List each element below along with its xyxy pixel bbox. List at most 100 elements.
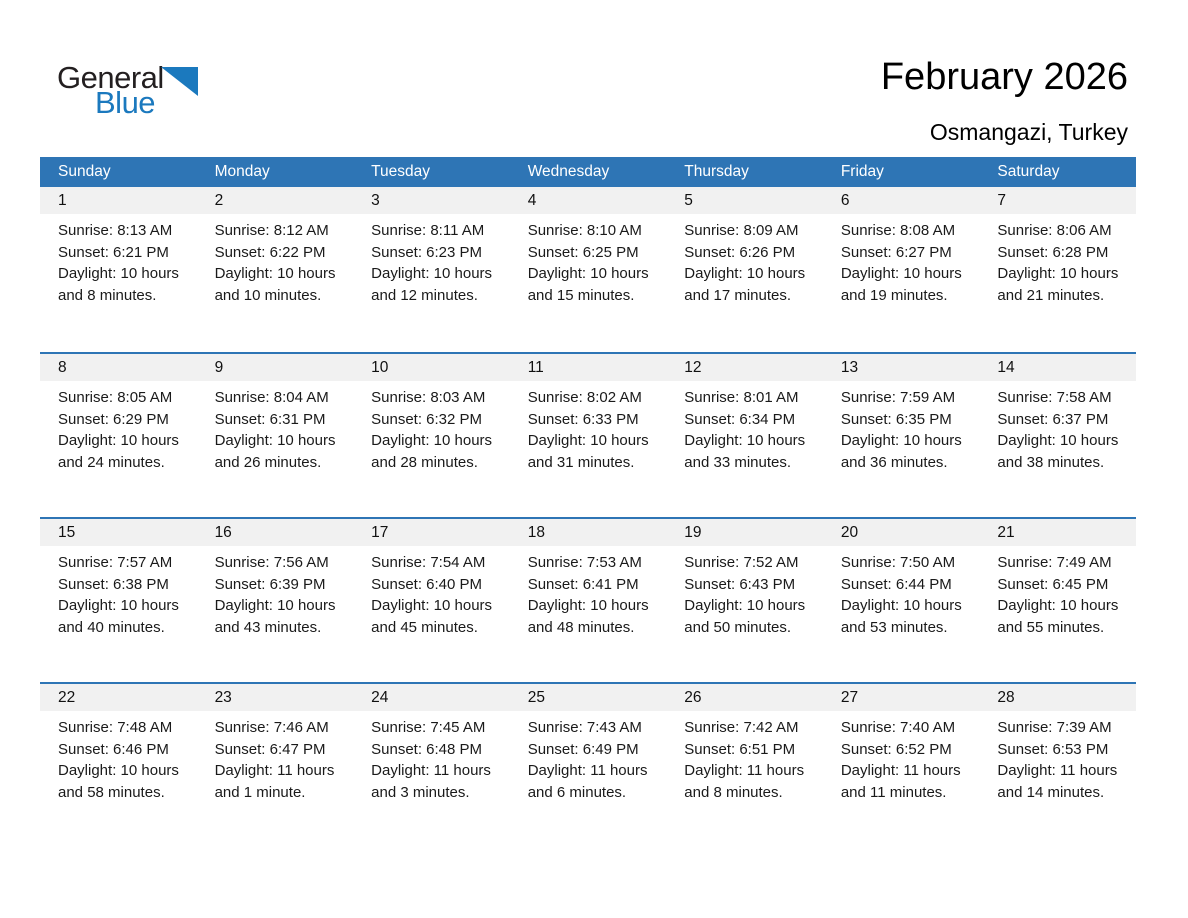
sunset-text: Sunset: 6:31 PM [214,410,326,428]
sunrise-text: Sunrise: 8:03 AM [371,389,486,406]
sunset-text: Sunset: 6:39 PM [214,575,326,593]
day-number: 19 [666,519,823,546]
daylight-text: Daylight: 11 hours [684,762,805,779]
day-info: Sunrise: 8:04 AM Sunset: 6:31 PM Daylight:… [197,381,354,473]
sunrise-text: Sunrise: 7:46 AM [214,719,329,736]
day-cell-20: 20 Sunrise: 7:50 AM Sunset: 6:44 PM Dayligh… [822,519,980,682]
sunrise-text: Sunrise: 7:48 AM [58,719,173,736]
daylight-text-cont: and 58 minutes. [58,783,165,801]
daylight-text-cont: and 14 minutes. [997,783,1105,801]
day-number: 16 [196,519,354,546]
day-cell-17: 17 Sunrise: 7:54 AM Sunset: 6:40 PM Dayligh… [353,519,510,682]
day-number: 3 [353,187,510,214]
day-cell-6: 6 Sunrise: 8:08 AM Sunset: 6:27 PM Daylight… [822,187,980,352]
week-row-2: 8 Sunrise: 8:05 AM Sunset: 6:29 PM Daylight… [40,352,1136,517]
sunset-text: Sunset: 6:29 PM [58,410,169,428]
daylight-text-cont: and 45 minutes. [371,618,478,636]
weekday-header-sunday: Sunday [58,163,111,180]
day-cell-13: 13 Sunrise: 7:59 AM Sunset: 6:35 PM Dayligh… [822,354,980,517]
daylight-text: Daylight: 10 hours [527,265,649,282]
month-title: February 2026 [880,56,1128,98]
day-number: 18 [509,519,667,546]
day-info: Sunrise: 8:12 AM Sunset: 6:22 PM Daylight:… [197,214,354,306]
sunset-text: Sunset: 6:52 PM [840,740,952,758]
daylight-text-cont: and 24 minutes. [58,453,165,471]
day-cell-19: 19 Sunrise: 7:52 AM Sunset: 6:43 PM Dayligh… [666,519,823,682]
daylight-text: Daylight: 10 hours [840,432,962,449]
daylight-text-cont: and 8 minutes. [684,783,783,801]
day-number: 7 [979,187,1136,214]
weekday-header-thursday: Thursday [684,163,749,180]
sunset-text: Sunset: 6:53 PM [997,740,1109,758]
day-info: Sunrise: 7:49 AM Sunset: 6:45 PM Daylight:… [979,546,1136,638]
day-cell-12: 12 Sunrise: 8:01 AM Sunset: 6:34 PM Dayligh… [666,354,823,517]
day-info: Sunrise: 7:56 AM Sunset: 6:39 PM Daylight:… [197,546,354,638]
day-info: Sunrise: 7:59 AM Sunset: 6:35 PM Daylight:… [823,381,980,473]
daylight-text: Daylight: 10 hours [58,265,179,282]
day-cell-2: 2 Sunrise: 8:12 AM Sunset: 6:22 PM Daylight… [196,187,354,352]
general-blue-logo: General Blue [57,60,217,120]
day-number: 17 [353,519,510,546]
daylight-text-cont: and 3 minutes. [371,783,470,801]
daylight-text: Daylight: 10 hours [214,597,336,614]
day-info: Sunrise: 7:40 AM Sunset: 6:52 PM Daylight:… [823,711,980,803]
day-info: Sunrise: 7:46 AM Sunset: 6:47 PM Daylight:… [197,711,354,803]
day-number: 15 [40,519,197,546]
sunset-text: Sunset: 6:40 PM [371,575,483,593]
day-info: Sunrise: 7:39 AM Sunset: 6:53 PM Daylight:… [979,711,1136,803]
logo-text-blue: Blue [95,85,156,120]
daylight-text-cont: and 36 minutes. [840,453,948,471]
day-cell-25: 25 Sunrise: 7:43 AM Sunset: 6:49 PM Dayligh… [509,684,667,847]
day-cell-7: 7 Sunrise: 8:06 AM Sunset: 6:28 PM Daylight… [979,187,1136,352]
daylight-text-cont: and 55 minutes. [997,618,1105,636]
sunset-text: Sunset: 6:21 PM [58,243,169,261]
day-info: Sunrise: 8:11 AM Sunset: 6:23 PM Daylight:… [353,214,510,306]
day-info: Sunrise: 7:43 AM Sunset: 6:49 PM Daylight:… [510,711,667,803]
day-info: Sunrise: 8:09 AM Sunset: 6:26 PM Daylight:… [666,214,823,306]
daylight-text: Daylight: 10 hours [371,432,493,449]
day-info: Sunrise: 8:02 AM Sunset: 6:33 PM Daylight:… [510,381,667,473]
daylight-text: Daylight: 10 hours [58,597,179,614]
daylight-text-cont: and 12 minutes. [371,286,478,304]
day-info: Sunrise: 8:01 AM Sunset: 6:34 PM Daylight:… [666,381,823,473]
daylight-text-cont: and 28 minutes. [371,453,478,471]
daylight-text-cont: and 11 minutes. [840,783,947,801]
daylight-text-cont: and 19 minutes. [840,286,948,304]
day-cell-21: 21 Sunrise: 7:49 AM Sunset: 6:45 PM Dayligh… [979,519,1136,682]
sunrise-text: Sunrise: 7:50 AM [840,554,956,571]
day-number: 14 [979,354,1136,381]
sunset-text: Sunset: 6:45 PM [997,575,1109,593]
sunset-text: Sunset: 6:51 PM [684,740,796,758]
sunrise-text: Sunrise: 8:05 AM [58,389,173,406]
day-cell-14: 14 Sunrise: 7:58 AM Sunset: 6:37 PM Dayligh… [979,354,1136,517]
day-cell-5: 5 Sunrise: 8:09 AM Sunset: 6:26 PM Daylight… [666,187,823,352]
sunset-text: Sunset: 6:32 PM [371,410,483,428]
daylight-text-cont: and 8 minutes. [58,286,157,304]
daylight-text-cont: and 53 minutes. [840,618,948,636]
day-number: 8 [40,354,197,381]
day-cell-18: 18 Sunrise: 7:53 AM Sunset: 6:41 PM Dayligh… [509,519,667,682]
sunrise-text: Sunrise: 7:57 AM [58,554,173,571]
sunset-text: Sunset: 6:46 PM [58,740,169,758]
day-number: 20 [822,519,980,546]
day-cell-1: 1 Sunrise: 8:13 AM Sunset: 6:21 PM Daylight… [40,187,197,352]
sunset-text: Sunset: 6:47 PM [214,740,326,758]
logo-text-general: General [57,60,164,95]
daylight-text-cont: and 10 minutes. [214,286,322,304]
daylight-text-cont: and 50 minutes. [684,618,792,636]
day-info: Sunrise: 7:50 AM Sunset: 6:44 PM Daylight:… [823,546,980,638]
day-number: 12 [666,354,823,381]
calendar-weeks: 1 Sunrise: 8:13 AM Sunset: 6:21 PM Daylight… [40,187,1136,847]
daylight-text-cont: and 15 minutes. [527,286,635,304]
weekday-header-wednesday: Wednesday [527,163,610,180]
sunrise-text: Sunrise: 7:49 AM [997,554,1112,571]
day-number: 5 [666,187,823,214]
daylight-text: Daylight: 11 hours [997,762,1118,779]
sunrise-text: Sunrise: 8:13 AM [58,222,173,239]
day-number: 23 [196,684,354,711]
sunset-text: Sunset: 6:26 PM [684,243,796,261]
sunrise-text: Sunrise: 8:11 AM [371,222,485,239]
day-number: 4 [509,187,667,214]
daylight-text: Daylight: 10 hours [58,432,179,449]
daylight-text-cont: and 1 minute. [214,783,306,801]
